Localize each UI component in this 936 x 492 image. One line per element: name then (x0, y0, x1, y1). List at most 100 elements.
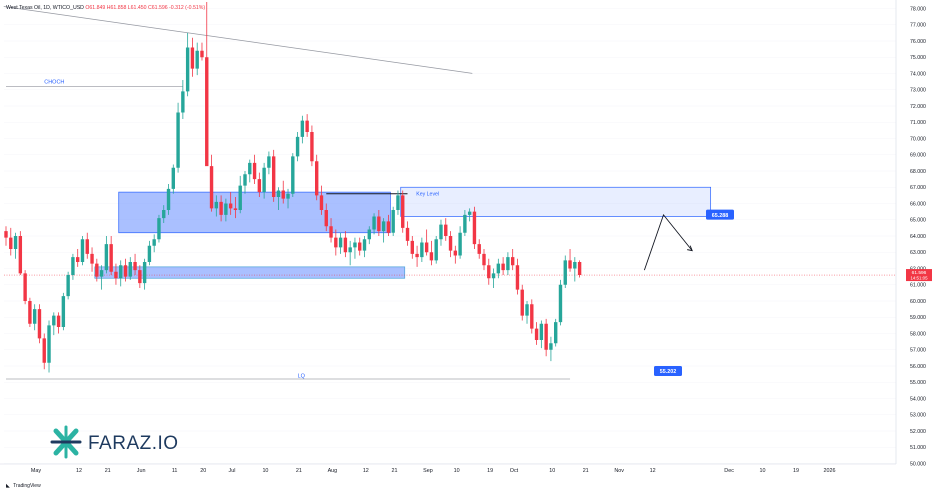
y-tick-label: 64.000 (910, 234, 926, 240)
watermark-logo: FARAZ.IO (50, 425, 179, 459)
y-tick-label: 77.000 (910, 23, 926, 29)
candle (429, 252, 434, 261)
candle (209, 166, 214, 209)
y-tick-label: 71.000 (910, 120, 926, 126)
candle (71, 257, 75, 275)
y-tick-label: 75.000 (910, 55, 926, 61)
symbol-header[interactable]: West Texas Oil, 1D, WTICO_USD O61.849 H6… (6, 5, 205, 11)
x-tick-label: 21 (296, 468, 302, 474)
candle (386, 221, 391, 233)
candle (4, 231, 8, 238)
candle (76, 257, 80, 262)
y-tick-label: 69.000 (910, 153, 926, 159)
candle (377, 216, 381, 232)
candle (248, 162, 252, 175)
lq-price-badge: 55.202 (654, 365, 682, 376)
time-axis[interactable]: May 12 21 Jun 11 20 Jul 10 21 Aug 12 21 Sep 10 19 Oct 10… (0, 463, 896, 474)
candle (114, 271, 118, 279)
candle (444, 224, 448, 236)
candle (295, 136, 300, 157)
candle (410, 240, 414, 254)
candle (568, 260, 572, 269)
candle (176, 112, 180, 168)
x-tick-label: Oct (510, 468, 519, 474)
candle (13, 236, 18, 249)
y-tick-label: 51.000 (910, 445, 926, 451)
x-tick-label: 20 (200, 468, 206, 474)
tradingview-brand[interactable]: ◣ TradingView (6, 483, 41, 489)
candle (195, 50, 199, 69)
candle (463, 214, 467, 233)
candle (358, 242, 362, 251)
candle (90, 253, 94, 264)
candle (243, 174, 247, 186)
candle (42, 338, 46, 363)
candle (329, 226, 333, 238)
candle (181, 91, 185, 113)
candle (152, 239, 156, 246)
candle (477, 244, 481, 254)
candle (147, 245, 152, 262)
candle (554, 322, 558, 344)
watermark-logo-text: FARAZ.IO (88, 433, 179, 454)
projection-path (643, 213, 693, 271)
target-badge-bg (706, 209, 734, 220)
projection-layer (643, 213, 693, 271)
tradingview-label: TradingView (13, 483, 41, 489)
y-tick-label: 63.000 (910, 250, 926, 256)
candle (362, 239, 367, 251)
price-axis[interactable]: 50.000 51.000 52.000 53.000 54.000 55.000 56.0… (895, 0, 932, 467)
target-zone (400, 186, 712, 217)
y-tick-label: 55.000 (910, 380, 926, 386)
candle (286, 193, 290, 199)
x-tick-label: 19 (487, 468, 493, 474)
candle (214, 201, 219, 209)
candle (185, 47, 190, 92)
candle (228, 203, 233, 209)
bar-countdown: 14:51:05 (910, 276, 928, 281)
y-tick-label: 65.000 (910, 218, 926, 224)
candle (291, 156, 295, 194)
candle (563, 260, 567, 285)
candle (401, 195, 405, 228)
candle (47, 325, 51, 363)
candle (334, 237, 338, 248)
x-tick-label: 19 (793, 468, 799, 474)
x-tick-label: Nov (614, 468, 624, 474)
y-tick-label: 66.000 (910, 201, 926, 207)
candle (128, 262, 132, 277)
candle (66, 275, 70, 297)
candle (267, 156, 271, 168)
x-tick-label: Sep (423, 468, 433, 474)
candle (453, 250, 458, 256)
candle (372, 216, 376, 230)
candle (520, 289, 524, 316)
key-level-label: Key Level (416, 192, 439, 198)
candle (391, 210, 395, 233)
candle (123, 265, 128, 277)
candle (501, 263, 505, 271)
candle (577, 262, 582, 275)
candle (162, 210, 166, 219)
candle (381, 221, 386, 232)
tradingview-logo-icon: ◣ (6, 483, 10, 489)
candle (281, 190, 285, 199)
candle (190, 47, 195, 69)
candle (310, 132, 314, 162)
candle (525, 304, 529, 316)
candle (99, 270, 104, 277)
candle (491, 273, 496, 279)
candle (219, 201, 223, 215)
lower-zone (94, 266, 406, 279)
candle (319, 195, 324, 210)
faraz-logo-icon (50, 425, 82, 459)
candle (343, 237, 348, 253)
symbol-title: West Texas Oil, 1D, WTICO_USD (6, 5, 84, 11)
candle (171, 167, 175, 189)
x-tick-label: 21 (392, 468, 398, 474)
candle (396, 195, 400, 210)
candle (32, 309, 37, 324)
